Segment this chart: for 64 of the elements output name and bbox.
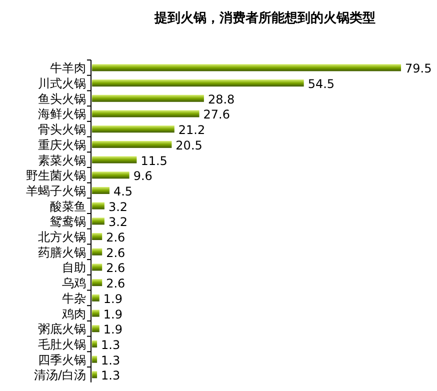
data-label: 1.9 [103, 292, 122, 306]
bar [92, 325, 100, 332]
data-label: 11.5 [140, 154, 168, 168]
y-tick-label: 自助 [62, 260, 86, 275]
bar [92, 233, 102, 240]
y-tick-label: 骨头火锅 [38, 122, 86, 137]
bar [92, 294, 100, 302]
y-tick-label: 乌鸡 [62, 276, 86, 290]
bar [92, 218, 104, 225]
data-label: 1.9 [103, 307, 122, 322]
y-tick-label: 北方火锅 [38, 230, 86, 244]
bar [92, 126, 174, 133]
data-label: 79.5 [405, 62, 432, 76]
data-label: 27.6 [203, 108, 230, 122]
data-label: 4.5 [113, 184, 133, 198]
data-label: 1.3 [101, 338, 120, 352]
y-tick-label: 野生菌火锅 [26, 168, 86, 183]
data-label: 2.6 [106, 230, 126, 245]
y-tick-label: 酸菜鱼 [50, 199, 86, 214]
bar [92, 172, 130, 179]
y-tick-label: 羊蝎子火锅 [26, 184, 86, 198]
data-label: 1.3 [101, 368, 120, 383]
y-tick-label: 药膳火锅 [38, 245, 86, 260]
data-label: 9.6 [133, 169, 152, 184]
y-tick-label: 四季火锅 [38, 352, 86, 367]
bar [92, 202, 104, 210]
y-tick-label: 重庆火锅 [38, 138, 86, 152]
bar [92, 64, 401, 72]
data-label: 28.8 [208, 92, 235, 106]
data-label: 2.6 [106, 246, 126, 260]
data-label: 21.2 [178, 123, 206, 138]
bar [92, 110, 200, 118]
chart-title: 提到火锅，消费者所能想到的火锅类型 [154, 10, 376, 26]
bar [92, 140, 172, 148]
y-tick-label: 海鲜火锅 [38, 107, 86, 122]
bar [92, 156, 137, 164]
y-tick-label: 清汤/白汤 [34, 368, 86, 382]
y-tick-label: 素菜火锅 [38, 153, 86, 168]
bar [92, 279, 102, 286]
bar [92, 186, 110, 194]
data-label: 3.2 [108, 200, 128, 214]
y-tick-label: 鸡肉 [61, 306, 86, 321]
bar [92, 80, 304, 87]
data-label: 54.5 [308, 77, 335, 92]
bar [92, 94, 204, 102]
bar [92, 248, 102, 256]
y-tick-label: 牛羊肉 [50, 61, 86, 76]
data-label: 1.3 [101, 353, 120, 368]
data-label: 2.6 [106, 261, 126, 276]
y-tick-label: 毛肚火锅 [38, 337, 86, 352]
y-tick-label: 川式火锅 [38, 76, 86, 91]
y-tick-label: 粥底火锅 [38, 322, 86, 336]
data-label: 3.2 [108, 215, 128, 230]
y-tick-label: 鱼头火锅 [38, 92, 86, 106]
bar [92, 356, 98, 363]
data-label: 1.9 [103, 322, 122, 337]
y-tick-label: 鸳鸯锅 [50, 214, 86, 229]
bar [92, 264, 102, 271]
data-label: 20.5 [176, 138, 202, 152]
bar [92, 310, 100, 317]
y-tick-label: 牛杂 [62, 291, 86, 306]
bar [92, 371, 98, 378]
bar [92, 340, 98, 348]
data-label: 2.6 [106, 276, 126, 291]
